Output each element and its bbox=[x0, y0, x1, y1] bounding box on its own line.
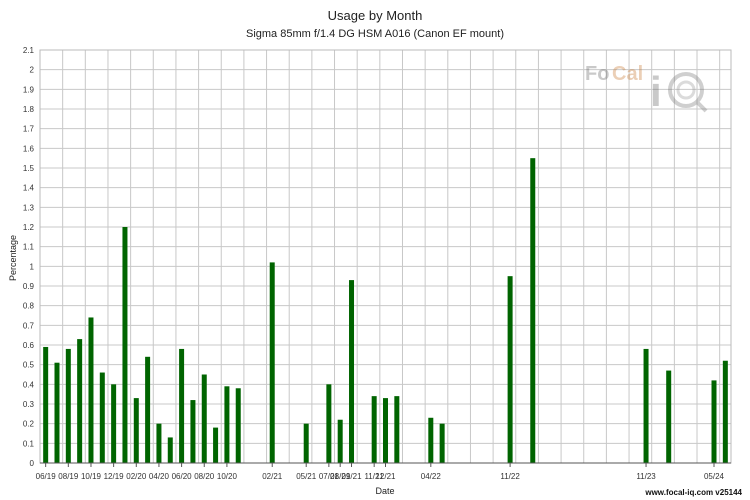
magnifier-q-icon bbox=[668, 72, 708, 113]
x-tick-label: 12/19 bbox=[104, 472, 125, 481]
x-tick-label: 11/21 bbox=[364, 472, 384, 481]
bar-2021-07 bbox=[326, 384, 332, 463]
x-tick-label: 02/21 bbox=[262, 472, 283, 481]
y-tick-label: 1.8 bbox=[23, 105, 35, 114]
bar-2019-06 bbox=[43, 346, 49, 463]
y-tick-label: 2 bbox=[30, 66, 35, 75]
focal-iq-watermark: Fo Cal i bbox=[585, 63, 708, 115]
bar-2021-11 bbox=[371, 396, 377, 463]
bar-2020-11 bbox=[235, 388, 241, 463]
y-tick-label: 1.3 bbox=[23, 203, 35, 212]
x-tick-label: 09/21 bbox=[342, 472, 363, 481]
y-tick-label: 1.9 bbox=[23, 85, 35, 94]
axis-layer: 0 0.1 0.2 0.3 0.4 0.5 0.6 0.7 0.8 0.9 1 1.1 1.2 1.3 1.… bbox=[23, 46, 731, 481]
bars-layer bbox=[43, 158, 728, 463]
x-tick-label: 12/21 bbox=[375, 472, 396, 481]
y-tick-label: 0.4 bbox=[23, 380, 35, 389]
y-tick-label: 1.4 bbox=[23, 184, 35, 193]
footer-credit: www.focal-iq.com v25144 bbox=[645, 488, 742, 497]
bar-2021-12 bbox=[383, 398, 388, 463]
x-tick-label: 05/21 bbox=[296, 472, 317, 481]
bar-2020-06 bbox=[179, 348, 185, 463]
x-tick-label: 04/22 bbox=[421, 472, 442, 481]
bar-2020-03 bbox=[145, 356, 151, 463]
y-tick-label: 0.7 bbox=[23, 321, 35, 330]
x-tick-label: 10/19 bbox=[81, 472, 102, 481]
x-tick-label: 10/20 bbox=[217, 472, 238, 481]
y-tick-label: 0 bbox=[30, 459, 35, 468]
x-tick-label: 08/21 bbox=[330, 472, 351, 481]
bar-2024-05 bbox=[711, 380, 717, 463]
bar-2020-07 bbox=[190, 400, 196, 463]
y-tick-label: 0.1 bbox=[23, 439, 35, 448]
x-tick-label: 11/23 bbox=[636, 472, 656, 481]
y-tick-label: 1.5 bbox=[23, 164, 35, 173]
y-tick-label: 0.5 bbox=[23, 361, 35, 370]
x-axis-label: Date bbox=[375, 486, 394, 496]
y-tick-label: 0.8 bbox=[23, 302, 35, 311]
bar-2020-02 bbox=[133, 398, 139, 463]
bar-2019-07 bbox=[54, 362, 60, 463]
bar-2021-08 bbox=[337, 419, 343, 463]
bar-2021-02 bbox=[269, 262, 275, 463]
bar-2021-05 bbox=[303, 423, 309, 463]
y-tick-label: 1.1 bbox=[23, 243, 35, 252]
bar-2022-11 bbox=[507, 276, 513, 463]
y-tick-label: 1.2 bbox=[23, 223, 35, 232]
y-tick-label: 0.9 bbox=[23, 282, 35, 291]
y-tick-label: 0.6 bbox=[23, 341, 35, 350]
y-tick-label: 1.7 bbox=[23, 125, 35, 134]
bar-2021-09 bbox=[349, 280, 355, 463]
chart-title: Usage by Month bbox=[327, 8, 423, 23]
chart-subtitle: Sigma 85mm f/1.4 DG HSM A016 (Canon EF m… bbox=[246, 28, 504, 40]
y-tick-label: 0.3 bbox=[23, 400, 35, 409]
bar-2023-01 bbox=[530, 158, 536, 463]
y-axis-label: Percentage bbox=[8, 235, 18, 281]
y-tick-label: 0.2 bbox=[23, 420, 35, 429]
bar-2019-10 bbox=[88, 317, 94, 463]
bar-2019-11 bbox=[99, 372, 105, 463]
bar-2019-12 bbox=[111, 384, 117, 463]
x-tick-label: 04/20 bbox=[149, 472, 170, 481]
bar-2022-05 bbox=[439, 423, 445, 463]
x-tick-label: 06/20 bbox=[172, 472, 193, 481]
bar-2020-08 bbox=[201, 374, 207, 463]
bar-2020-10 bbox=[224, 386, 230, 463]
x-tick-label: 11/22 bbox=[500, 472, 520, 481]
y-tick-label: 1 bbox=[30, 262, 35, 271]
bar-2019-08 bbox=[65, 348, 71, 463]
bar-2022-04 bbox=[428, 417, 434, 463]
bar-2020-01 bbox=[122, 227, 128, 463]
watermark-text-i: i bbox=[650, 68, 662, 115]
bar-2024-06 bbox=[722, 360, 728, 463]
x-tick-label: 06/19 bbox=[36, 472, 57, 481]
x-tick-label: 08/19 bbox=[58, 472, 79, 481]
bar-2020-05 bbox=[167, 437, 173, 463]
x-tick-label: 02/20 bbox=[126, 472, 147, 481]
x-tick-label: 05/24 bbox=[704, 472, 725, 481]
bar-2022-01 bbox=[394, 396, 400, 463]
bar-2020-04 bbox=[156, 423, 162, 463]
bar-2020-09 bbox=[213, 427, 219, 463]
watermark-text-cal: Cal bbox=[612, 63, 643, 85]
bar-2023-11 bbox=[643, 348, 649, 463]
watermark-text-fo: Fo bbox=[585, 63, 609, 85]
bar-2024-01 bbox=[666, 370, 672, 463]
grid-layer bbox=[39, 49, 732, 464]
x-tick-label: 07/21 bbox=[319, 472, 340, 481]
x-tick-label: 08/20 bbox=[194, 472, 215, 481]
y-tick-label: 1.6 bbox=[23, 144, 35, 153]
y-tick-label: 2.1 bbox=[23, 46, 35, 55]
bar-2019-09 bbox=[77, 339, 83, 463]
